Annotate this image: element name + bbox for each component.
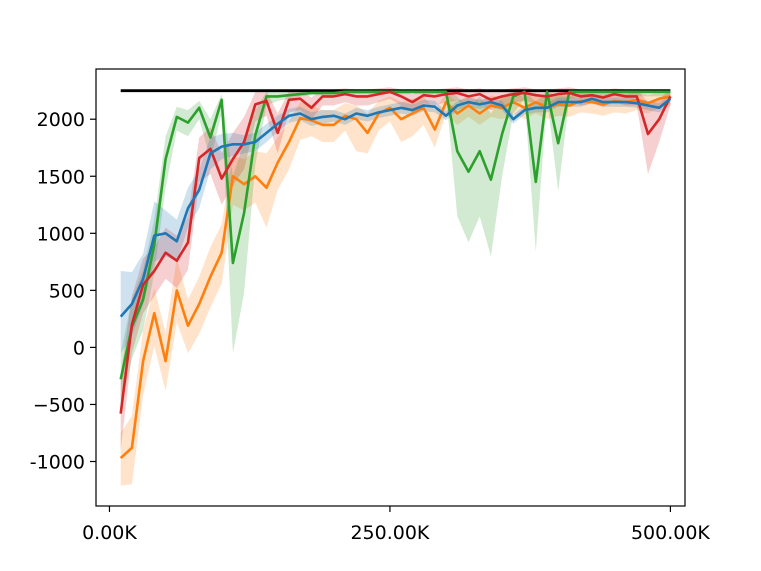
confidence-bands <box>120 87 671 486</box>
y-tick-label: 1000 <box>37 223 85 245</box>
series-line-2 <box>119 90 672 414</box>
x-tick-label: 0.00K <box>82 522 137 544</box>
series-line-1 <box>119 90 671 380</box>
y-tick-label: 1500 <box>37 166 85 188</box>
y-tick-label: −500 <box>33 394 85 416</box>
y-axis: -1000 −500 0 500 1000 1500 2000 <box>30 109 96 474</box>
y-tick-label: 2000 <box>37 109 85 131</box>
y-tick-label: 0 <box>73 337 85 359</box>
series-band-0 <box>120 89 671 486</box>
series-line-3 <box>119 97 672 318</box>
y-tick-label: 500 <box>49 280 85 302</box>
x-axis: 0.00K 250.00K 500.00K <box>82 506 710 544</box>
series-band-1 <box>120 90 671 411</box>
x-tick-label: 250.00K <box>350 522 429 544</box>
series-lines <box>119 90 672 460</box>
y-tick-label: -1000 <box>30 452 85 474</box>
x-tick-label: 500.00K <box>631 522 710 544</box>
